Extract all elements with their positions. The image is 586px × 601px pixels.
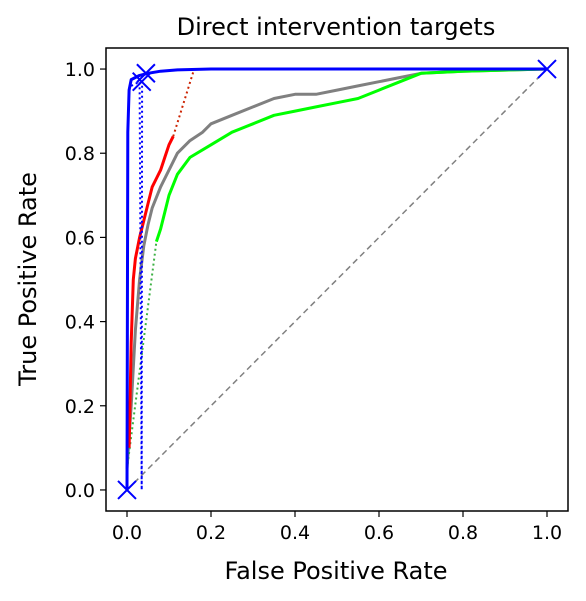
x-tick-label-0: 0.0	[112, 522, 142, 544]
x-marker-0	[117, 480, 137, 500]
series-line-0	[126, 68, 548, 491]
y-axis-label: True Positive Rate	[14, 172, 42, 387]
axis-ticks: 0.0 0.2 0.4 0.6 0.8 1.0 0.0 0.2 0.4 0.6 0.8 1.0	[65, 59, 562, 544]
series-line-6	[130, 80, 144, 491]
y-tick-label-1: 0.2	[65, 396, 95, 418]
series-line-3	[126, 241, 158, 470]
x-marker-2	[136, 63, 156, 83]
plot-frame	[105, 47, 569, 512]
y-tick-label-2: 0.4	[65, 312, 95, 334]
y-tick-label-3: 0.6	[65, 227, 95, 249]
series-line-1	[125, 67, 548, 469]
series-line-4	[127, 135, 175, 448]
x-tick-label-2: 0.4	[280, 522, 310, 544]
chart-title: Direct intervention targets	[177, 13, 496, 41]
x-marker-3	[537, 59, 557, 79]
series-line-5	[172, 68, 547, 137]
y-tick-label-0: 0.0	[65, 480, 95, 502]
x-tick-label-3: 0.6	[364, 522, 394, 544]
y-tick-label-4: 0.8	[65, 143, 95, 165]
x-tick-label-1: 0.2	[196, 522, 226, 544]
y-tick-label-5: 1.0	[65, 59, 95, 81]
plot-area	[125, 67, 548, 491]
x-axis-label: False Positive Rate	[224, 557, 447, 585]
x-tick-label-5: 1.0	[532, 522, 562, 544]
series-line-2	[154, 67, 548, 243]
x-tick-label-4: 0.8	[448, 522, 478, 544]
